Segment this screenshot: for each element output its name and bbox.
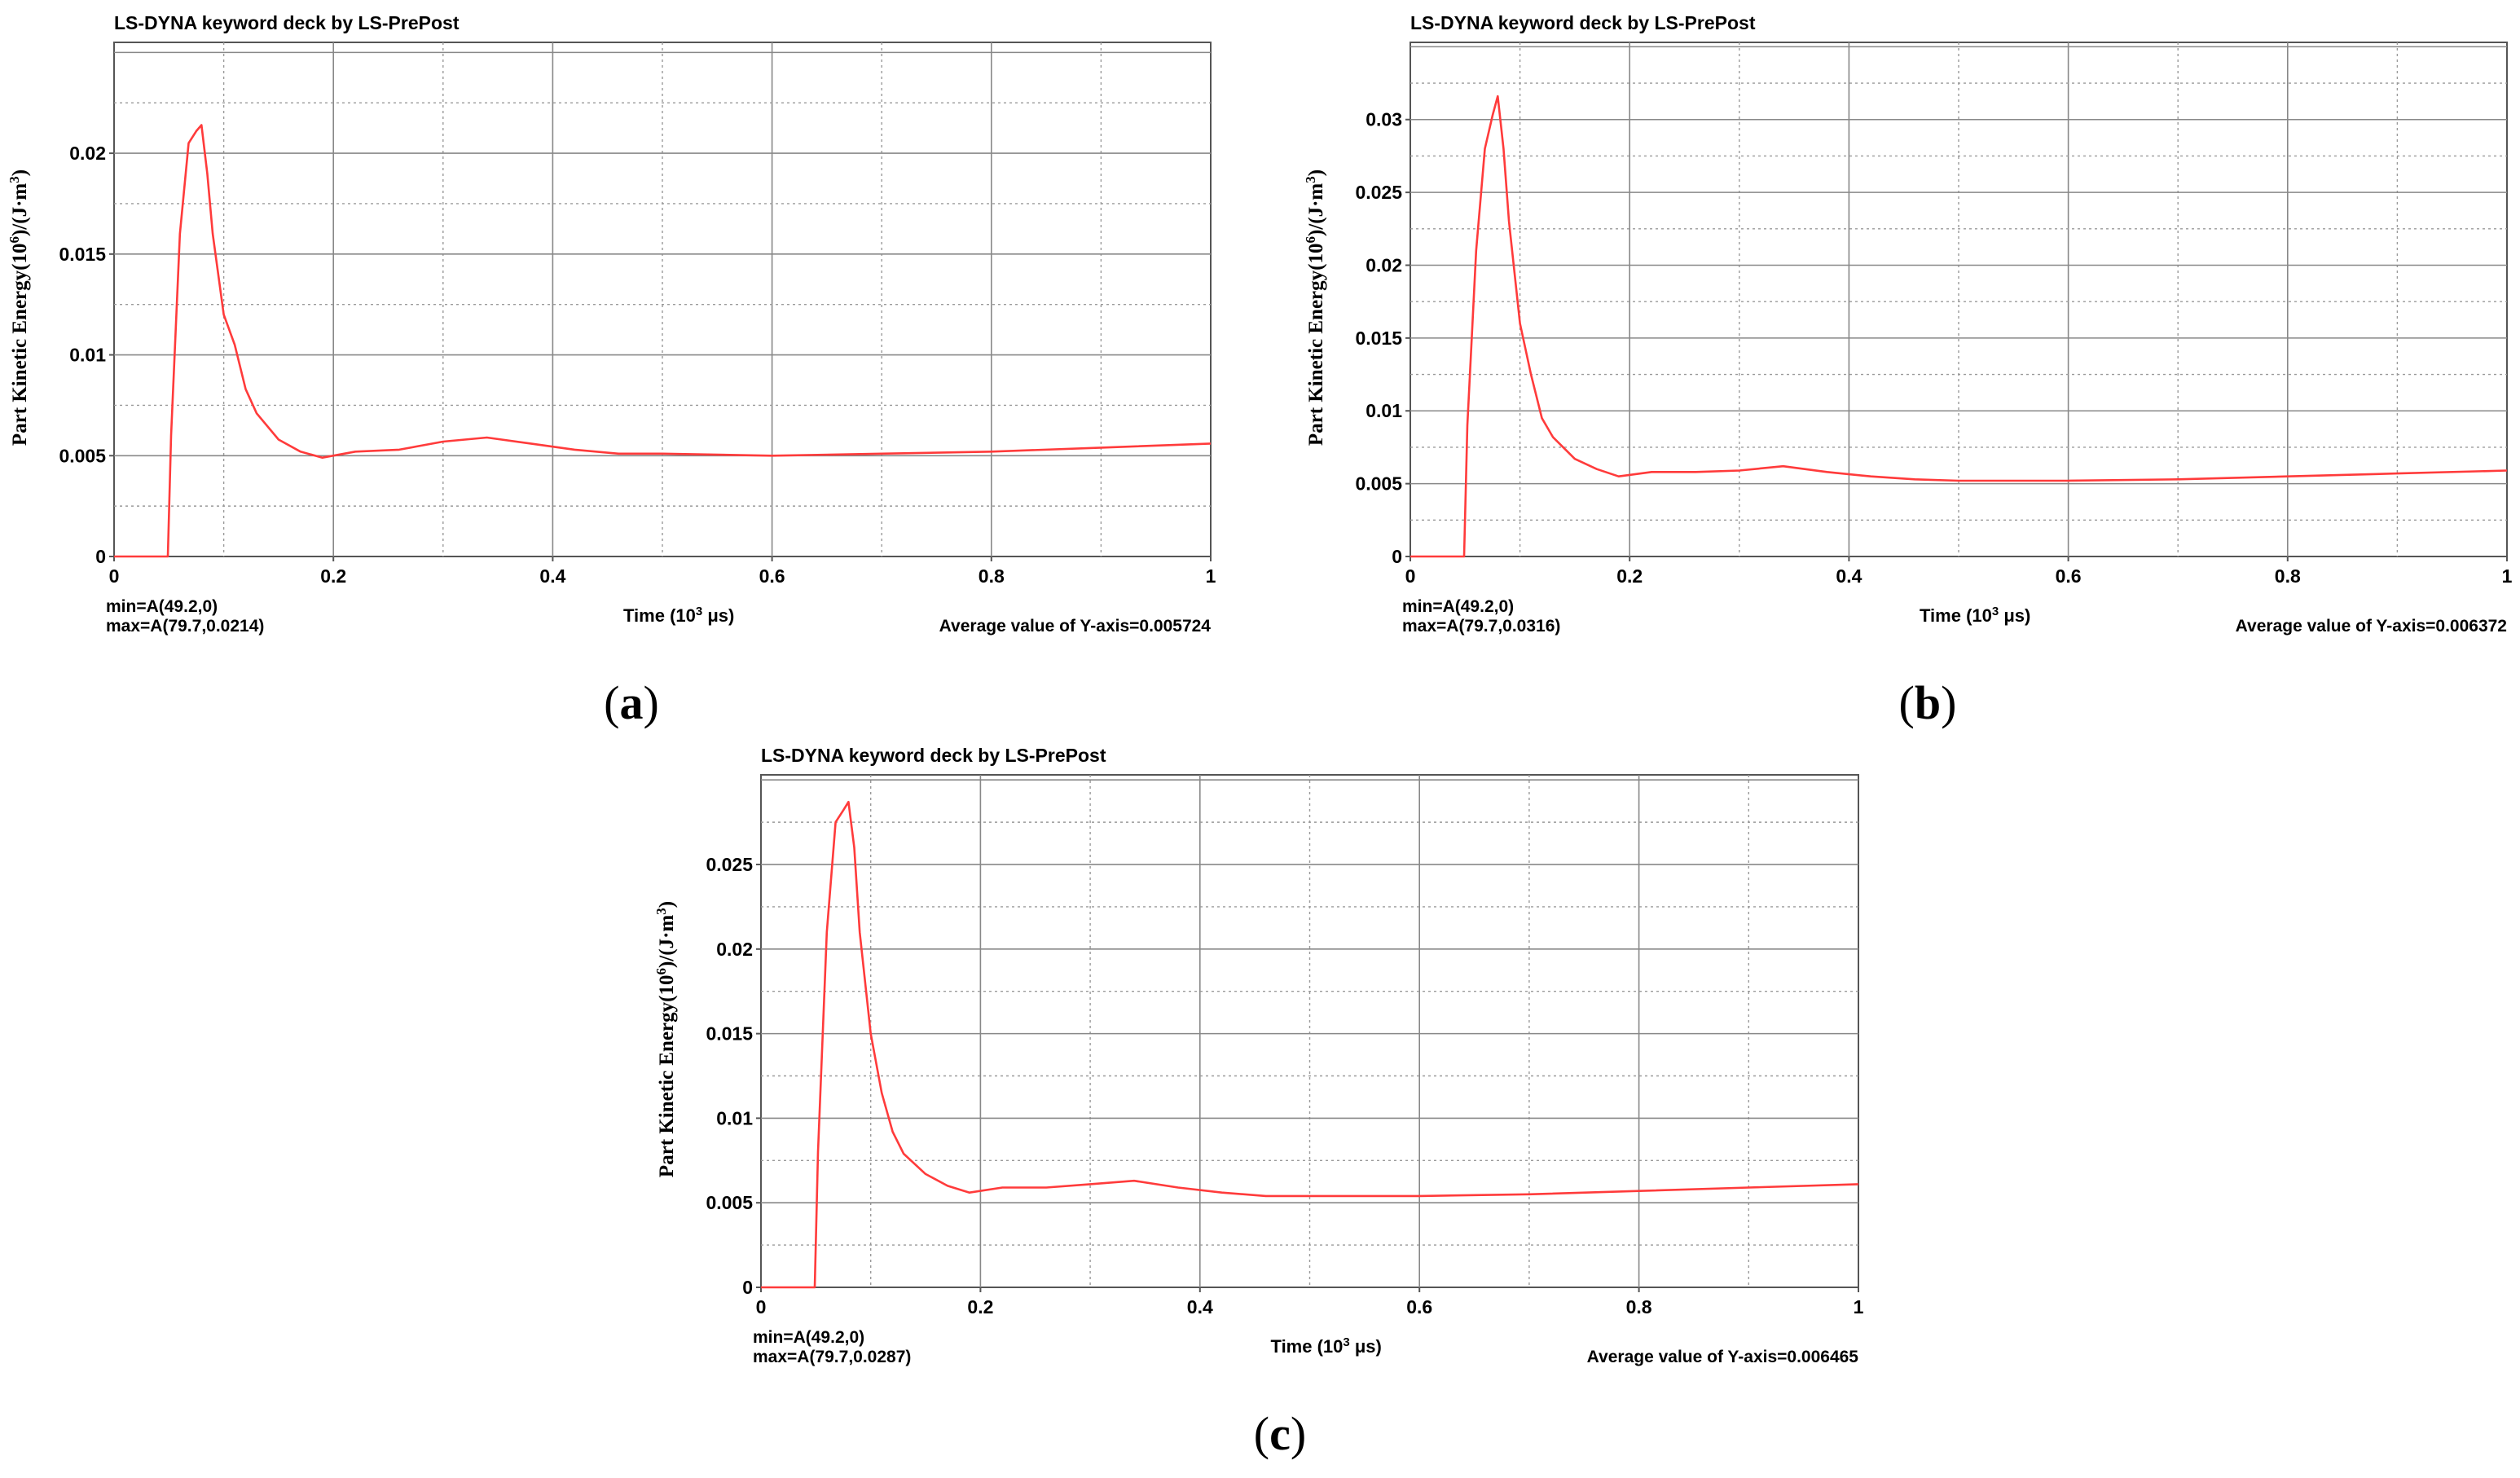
x-tick-label: 0.4 xyxy=(539,565,565,587)
y-tick-label: 0.015 xyxy=(706,1023,753,1045)
y-axis-label: Part Kinetic Energy(106)/(J·m3) xyxy=(653,901,678,1177)
chart-title: LS-DYNA keyword deck by LS-PrePost xyxy=(761,745,1106,766)
y-axis-label: Part Kinetic Energy(106)/(J·m3) xyxy=(1303,169,1327,446)
min-readout: min=A(49.2,0) xyxy=(753,1328,864,1347)
panel-label: (a) xyxy=(604,676,659,729)
x-tick-label: 0.2 xyxy=(967,1296,993,1317)
y-tick-label: 0.02 xyxy=(1366,254,1402,275)
y-tick-label: 0.02 xyxy=(69,143,106,164)
average-readout: Average value of Y-axis=0.005724 xyxy=(939,617,1212,636)
average-readout: Average value of Y-axis=0.006465 xyxy=(1587,1348,1859,1366)
x-tick-label: 0.8 xyxy=(979,565,1005,587)
panel-label: (c) xyxy=(1254,1407,1306,1460)
min-readout: min=A(49.2,0) xyxy=(106,597,218,616)
data-series-line xyxy=(114,124,1212,558)
x-tick-label: 0.4 xyxy=(1187,1296,1213,1317)
y-tick-label: 0.005 xyxy=(59,445,106,466)
x-tick-label: 0.6 xyxy=(1406,1296,1432,1317)
y-axis-label: Part Kinetic Energy(106)/(J·m3) xyxy=(7,169,31,446)
x-axis-label: Time (103 μs) xyxy=(1271,1335,1382,1357)
x-tick-label: 0.6 xyxy=(2056,565,2082,587)
y-tick-label: 0.01 xyxy=(716,1107,753,1128)
plot-frame xyxy=(760,774,1859,1288)
y-tick-label: 0.005 xyxy=(706,1192,753,1213)
panel-label: (b) xyxy=(1899,676,1957,729)
max-readout: max=A(79.7,0.0214) xyxy=(106,617,264,636)
x-tick-label: 0 xyxy=(1405,565,1416,587)
min-readout: min=A(49.2,0) xyxy=(1402,597,1514,616)
x-tick-label: 0 xyxy=(756,1296,767,1317)
average-readout: Average value of Y-axis=0.006372 xyxy=(2236,617,2507,636)
x-tick-label: 0.2 xyxy=(320,565,346,587)
data-series-line xyxy=(1410,95,2508,558)
x-tick-label: 1 xyxy=(1854,1296,1864,1317)
y-tick-label: 0 xyxy=(95,546,106,567)
y-tick-label: 0.005 xyxy=(1355,473,1402,495)
x-axis-label: Time (103 μs) xyxy=(623,605,734,626)
x-tick-label: 1 xyxy=(1206,565,1216,587)
chart-title: LS-DYNA keyword deck by LS-PrePost xyxy=(114,12,460,33)
x-tick-label: 0.8 xyxy=(1626,1296,1652,1317)
chart-title: LS-DYNA keyword deck by LS-PrePost xyxy=(1410,12,1756,33)
x-tick-label: 0.4 xyxy=(1836,565,1862,587)
x-tick-label: 1 xyxy=(2502,565,2513,587)
y-tick-label: 0.015 xyxy=(59,244,106,265)
max-readout: max=A(79.7,0.0316) xyxy=(1402,617,1560,636)
chart-a: 0 0.005 0.01 0.015 0.02 0 0.2 0.4 0.6 0.8 1 LS-DYNA… xyxy=(7,12,1216,729)
chart-b: 0 0.005 0.01 0.015 0.02 0.025 0.03 0 0.2 0.4 0.6 0.… xyxy=(1303,12,2513,729)
x-axis-label: Time (103 μs) xyxy=(1920,605,2030,626)
data-series-line xyxy=(761,800,1859,1289)
x-tick-label: 0.6 xyxy=(759,565,785,587)
x-tick-label: 0 xyxy=(109,565,120,587)
y-tick-label: 0.015 xyxy=(1355,328,1402,349)
y-tick-label: 0.025 xyxy=(1355,182,1402,203)
y-tick-label: 0 xyxy=(1392,546,1402,567)
y-tick-label: 0.03 xyxy=(1366,109,1402,130)
chart-c: 0 0.005 0.01 0.015 0.02 0.025 0 0.2 0.4 0.6 0.8 1 LS… xyxy=(653,745,1864,1460)
y-tick-label: 0 xyxy=(742,1277,753,1298)
max-readout: max=A(79.7,0.0287) xyxy=(753,1348,911,1366)
x-tick-label: 0.8 xyxy=(2275,565,2301,587)
y-tick-label: 0.025 xyxy=(706,854,753,875)
y-tick-label: 0.01 xyxy=(69,345,106,366)
y-tick-label: 0.01 xyxy=(1366,400,1402,421)
y-tick-label: 0.02 xyxy=(716,939,753,960)
x-tick-label: 0.2 xyxy=(1616,565,1643,587)
